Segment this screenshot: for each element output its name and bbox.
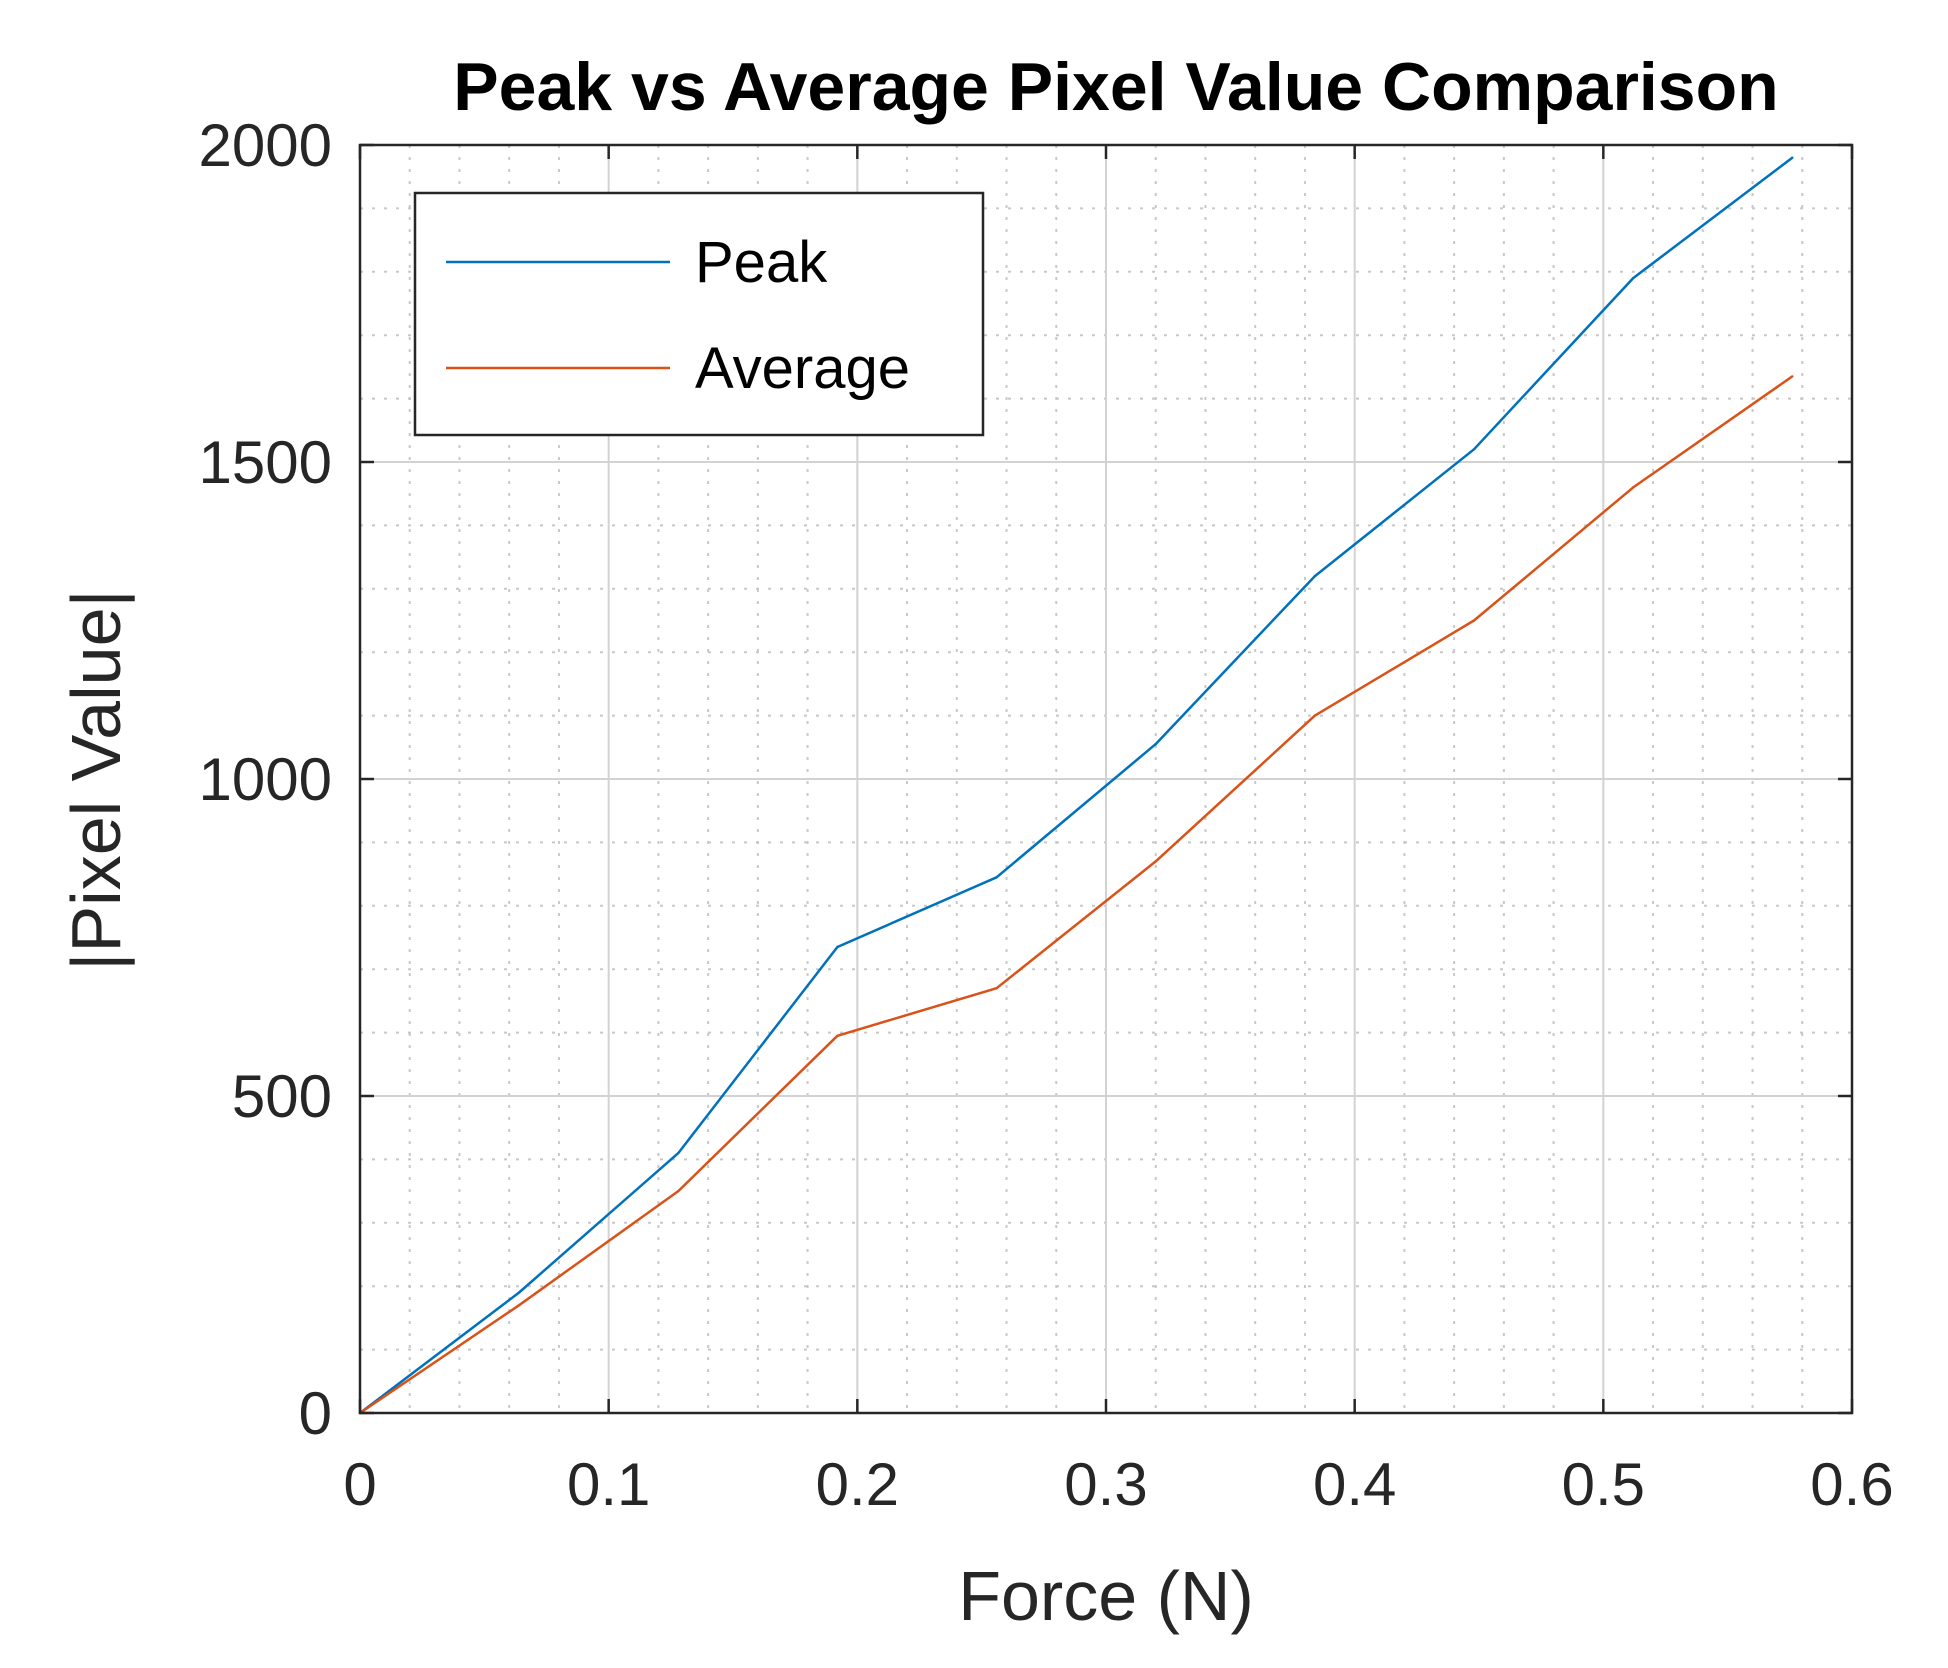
x-tick-label: 0.4 xyxy=(1313,1451,1396,1518)
x-tick-labels: 0 0.1 0.2 0.3 0.4 0.5 0.6 xyxy=(343,1451,1893,1518)
x-tick-label: 0.2 xyxy=(816,1451,899,1518)
tick-marks xyxy=(358,143,1854,1415)
x-tick-label: 0.3 xyxy=(1064,1451,1147,1518)
data-point-average xyxy=(1472,619,1476,622)
data-point-average xyxy=(836,1034,839,1037)
data-point-peak xyxy=(1313,574,1317,578)
data-point-peak xyxy=(677,1151,680,1155)
series-line-peak xyxy=(359,156,1794,1414)
data-point-average xyxy=(1631,486,1635,489)
data-point-average xyxy=(677,1189,680,1193)
data-point-peak xyxy=(1791,156,1794,159)
y-tick-label: 500 xyxy=(232,1063,332,1130)
y-tick-label: 2000 xyxy=(199,112,332,179)
legend-label-peak: Peak xyxy=(695,230,828,295)
data-point-average xyxy=(1313,714,1317,717)
x-tick-label: 0.6 xyxy=(1810,1451,1893,1518)
y-tick-label: 0 xyxy=(299,1380,332,1447)
x-tick-label: 0.1 xyxy=(567,1451,650,1518)
chart-title: Peak vs Average Pixel Value Comparison xyxy=(453,49,1778,125)
data-point-peak xyxy=(836,945,839,949)
data-point-peak xyxy=(1154,742,1157,746)
x-tick-label: 0.5 xyxy=(1562,1451,1645,1518)
data-point-peak xyxy=(1472,448,1476,451)
x-axis-label: Force (N) xyxy=(958,1557,1254,1635)
x-tick-label: 0 xyxy=(343,1451,376,1518)
data-point-peak xyxy=(1631,276,1635,280)
y-axis-label: |Pixel Value| xyxy=(57,589,135,970)
legend-box xyxy=(413,191,985,437)
y-tick-labels: 0 500 1000 1500 2000 xyxy=(199,112,332,1447)
y-tick-label: 1000 xyxy=(199,746,332,813)
data-point-average xyxy=(1154,860,1157,863)
data-point-peak xyxy=(995,876,998,879)
legend: Peak Average xyxy=(413,191,985,437)
y-tick-label: 1500 xyxy=(199,429,332,496)
data-point-average xyxy=(995,987,998,990)
series-line-average xyxy=(359,375,1794,1415)
legend-label-average: Average xyxy=(695,336,910,401)
data-point-average xyxy=(1791,375,1794,378)
legend-entries: Peak Average xyxy=(446,230,910,401)
data-point-average xyxy=(517,1304,521,1307)
data-point-peak xyxy=(517,1291,521,1294)
series-layer xyxy=(358,156,1794,1415)
